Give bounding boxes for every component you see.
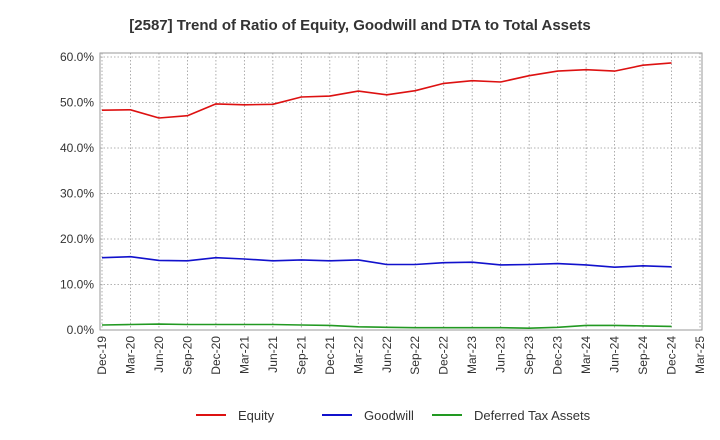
x-tick-label: Dec-20 — [209, 336, 223, 375]
x-tick-label: Mar-21 — [237, 336, 251, 374]
y-tick-label: 40.0% — [60, 141, 94, 155]
chart-title: [2587] Trend of Ratio of Equity, Goodwil… — [129, 17, 590, 34]
plot-area — [99, 52, 703, 331]
x-tick-label: Mar-25 — [693, 336, 707, 374]
series-line-equity — [101, 62, 672, 119]
x-tick-label: Dec-21 — [323, 336, 337, 375]
x-tick-label: Mar-22 — [351, 336, 365, 374]
x-tick-label: Sep-23 — [522, 336, 536, 375]
series-line-deferred-tax-assets — [101, 323, 672, 330]
x-tick-label: Jun-23 — [494, 336, 508, 373]
x-tick-label: Mar-20 — [123, 336, 137, 374]
x-tick-label: Dec-22 — [437, 336, 451, 375]
x-tick-label: Sep-20 — [180, 336, 194, 375]
x-tick-label: Mar-24 — [579, 336, 593, 374]
x-tick-label: Jun-20 — [152, 336, 166, 373]
series-lines — [101, 62, 672, 330]
y-tick-label: 60.0% — [60, 50, 94, 64]
series-line-goodwill — [101, 255, 672, 269]
y-tick-label: 30.0% — [60, 187, 94, 201]
legend-label-deferred-tax-assets: Deferred Tax Assets — [474, 408, 591, 423]
x-tick-label: Jun-21 — [266, 336, 280, 373]
legend-label-equity: Equity — [238, 408, 275, 423]
x-tick-label: Dec-19 — [95, 336, 109, 375]
x-tick-label: Mar-23 — [465, 336, 479, 374]
x-tick-label: Jun-22 — [380, 336, 394, 373]
x-tick-label: Dec-23 — [551, 336, 565, 375]
x-tick-label: Dec-24 — [665, 336, 679, 375]
x-tick-label: Sep-21 — [294, 336, 308, 375]
y-tick-label: 10.0% — [60, 278, 94, 292]
x-tick-label: Jun-24 — [608, 336, 622, 373]
y-axis-tick-labels: 0.0% 10.0% 20.0% 30.0% 40.0% 50.0% 60.0% — [60, 50, 94, 337]
legend: Equity Goodwill Deferred Tax Assets — [196, 408, 591, 423]
y-tick-label: 50.0% — [60, 96, 94, 110]
legend-label-goodwill: Goodwill — [364, 408, 414, 423]
x-tick-label: Sep-22 — [408, 336, 422, 375]
y-gridlines — [100, 56, 702, 331]
y-tick-label: 0.0% — [67, 323, 95, 337]
y-tick-label: 20.0% — [60, 232, 94, 246]
x-axis-tick-labels: Dec-19 Mar-20 Jun-20 Sep-20 Dec-20 Mar-21 Jun-… — [95, 336, 707, 375]
x-gridlines — [101, 53, 701, 330]
x-tick-label: Sep-24 — [636, 336, 650, 375]
